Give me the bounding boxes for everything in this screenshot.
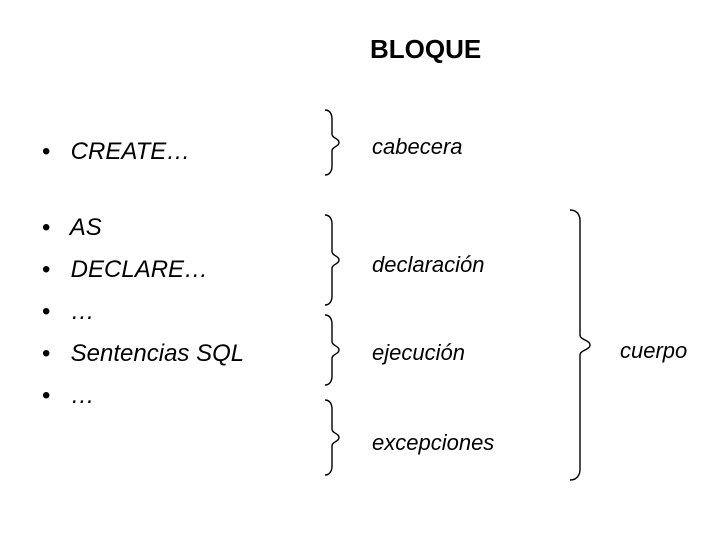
brace-cabecera bbox=[325, 110, 339, 175]
brace-cuerpo bbox=[570, 210, 590, 480]
brace-declaracion bbox=[325, 215, 339, 305]
brace-ejecucion bbox=[325, 315, 339, 385]
brace-excepciones bbox=[325, 400, 339, 475]
braces-group bbox=[0, 0, 720, 540]
